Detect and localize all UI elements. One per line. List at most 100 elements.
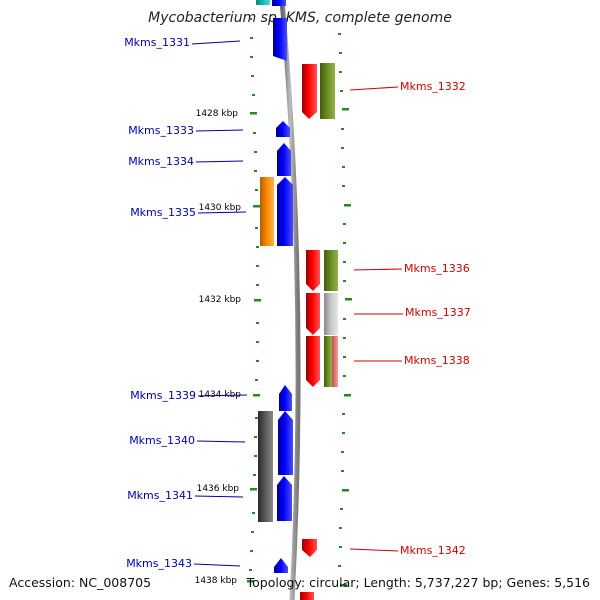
label-leader-line xyxy=(349,548,399,552)
gene-label-mkms-1331[interactable]: Mkms_1331 xyxy=(124,36,190,49)
cog-box-mkms-1337 xyxy=(324,293,338,335)
minor-tick xyxy=(342,413,345,415)
scale-label: 1432 kbp xyxy=(199,295,242,305)
major-tick xyxy=(342,108,349,111)
gene-label-mkms-1336[interactable]: Mkms_1336 xyxy=(404,262,470,275)
gene-mkms-1334[interactable] xyxy=(277,143,291,176)
label-leader-line xyxy=(196,440,246,443)
minor-tick xyxy=(343,375,346,377)
gene-mkms-1343[interactable] xyxy=(274,558,288,573)
tick-column-left xyxy=(247,18,261,583)
gene-mkms-1332[interactable] xyxy=(302,64,317,119)
minor-tick xyxy=(343,261,346,263)
gene-mkms-1335[interactable] xyxy=(277,177,293,246)
major-tick xyxy=(250,488,257,491)
minor-tick xyxy=(342,432,345,434)
gene-label-mkms-1343[interactable]: Mkms_1343 xyxy=(126,557,192,570)
minor-tick xyxy=(343,242,346,244)
gene-mkms-1338[interactable] xyxy=(306,336,320,387)
genome-backbone xyxy=(279,0,301,600)
major-tick xyxy=(344,204,351,207)
minor-tick xyxy=(254,455,257,457)
minor-tick xyxy=(341,451,344,453)
map-title: Mycobacterium sp. KMS, complete genome xyxy=(148,10,452,26)
gene-label-mkms-1335[interactable]: Mkms_1335 xyxy=(130,206,196,219)
gene-mkms-1341[interactable] xyxy=(277,476,292,521)
major-tick xyxy=(247,580,254,583)
minor-tick xyxy=(342,185,345,187)
minor-tick xyxy=(251,75,254,77)
minor-tick xyxy=(339,71,342,73)
major-tick xyxy=(254,299,261,302)
minor-tick xyxy=(340,90,343,92)
minor-tick xyxy=(255,189,258,191)
cog-box-mkms-1332 xyxy=(320,63,335,119)
gene-mkms-1337[interactable] xyxy=(306,293,320,335)
label-leader-line xyxy=(197,394,248,397)
minor-tick xyxy=(254,151,257,153)
minor-tick xyxy=(338,565,341,567)
scale-label: 1430 kbp xyxy=(199,203,242,213)
minor-tick xyxy=(256,341,259,343)
minor-tick xyxy=(252,512,255,514)
scale-label: 1438 kbp xyxy=(195,576,238,586)
gene-mkms-1333[interactable] xyxy=(276,121,290,137)
major-tick xyxy=(342,489,349,492)
cog-box-mkms-1340-1341 xyxy=(258,411,273,522)
minor-tick xyxy=(249,18,252,20)
minor-tick xyxy=(249,569,252,571)
minor-tick xyxy=(338,33,341,35)
minor-tick xyxy=(339,527,342,529)
major-tick xyxy=(340,584,347,587)
minor-tick xyxy=(255,417,258,419)
minor-tick xyxy=(343,318,346,320)
gene-mkms-1331[interactable] xyxy=(273,18,287,61)
minor-tick xyxy=(256,284,259,286)
minor-tick xyxy=(250,56,253,58)
minor-tick xyxy=(256,322,259,324)
minor-tick xyxy=(339,52,342,54)
cog-box-mkms-1335 xyxy=(260,177,274,246)
gene-label-mkms-1340[interactable]: Mkms_1340 xyxy=(129,434,195,447)
gene-label-mkms-1338[interactable]: Mkms_1338 xyxy=(404,354,470,367)
scale-label: 1436 kbp xyxy=(197,484,240,494)
minor-tick xyxy=(255,227,258,229)
scale-label: 1434 kbp xyxy=(199,390,242,400)
minor-tick xyxy=(340,508,343,510)
major-tick xyxy=(250,112,257,115)
scale-labels: 1428 kbp 1430 kbp 1432 kbp 1434 kbp 1436 kbp… xyxy=(195,109,242,586)
minor-tick xyxy=(343,223,346,225)
partial-gene-top-blue xyxy=(272,0,286,6)
gene-mkms-1340[interactable] xyxy=(278,411,293,475)
minor-tick xyxy=(341,147,344,149)
minor-tick xyxy=(250,550,253,552)
cog-box-mkms-1338-salmon xyxy=(332,336,338,387)
minor-tick xyxy=(252,94,255,96)
minor-tick xyxy=(250,37,253,39)
gene-label-mkms-1342[interactable]: Mkms_1342 xyxy=(400,544,466,557)
gene-mkms-1336[interactable] xyxy=(306,250,320,291)
minor-tick xyxy=(255,379,258,381)
label-leader-line xyxy=(349,86,399,91)
minor-tick xyxy=(251,531,254,533)
gene-label-mkms-1333[interactable]: Mkms_1333 xyxy=(128,124,194,137)
minor-tick xyxy=(253,132,256,134)
cog-box-mkms-1336 xyxy=(324,250,338,291)
gene-label-mkms-1332[interactable]: Mkms_1332 xyxy=(400,80,466,93)
minor-tick xyxy=(256,246,259,248)
gene-label-mkms-1334[interactable]: Mkms_1334 xyxy=(128,155,194,168)
label-leader-line xyxy=(193,563,241,567)
minor-tick xyxy=(343,337,346,339)
partial-gene-top-cyan xyxy=(256,0,270,5)
major-tick xyxy=(253,205,260,208)
major-tick xyxy=(253,394,260,397)
gene-label-mkms-1339[interactable]: Mkms_1339 xyxy=(130,389,196,402)
gene-label-mkms-1337[interactable]: Mkms_1337 xyxy=(405,306,471,319)
topology-summary: Topology: circular; Length: 5,737,227 bp… xyxy=(246,575,590,590)
scale-label: 1428 kbp xyxy=(196,109,239,119)
label-leader-line xyxy=(195,160,244,163)
gene-mkms-1342[interactable] xyxy=(302,539,317,557)
gene-mkms-1339[interactable] xyxy=(279,385,292,411)
gene-label-mkms-1341[interactable]: Mkms_1341 xyxy=(127,489,193,502)
